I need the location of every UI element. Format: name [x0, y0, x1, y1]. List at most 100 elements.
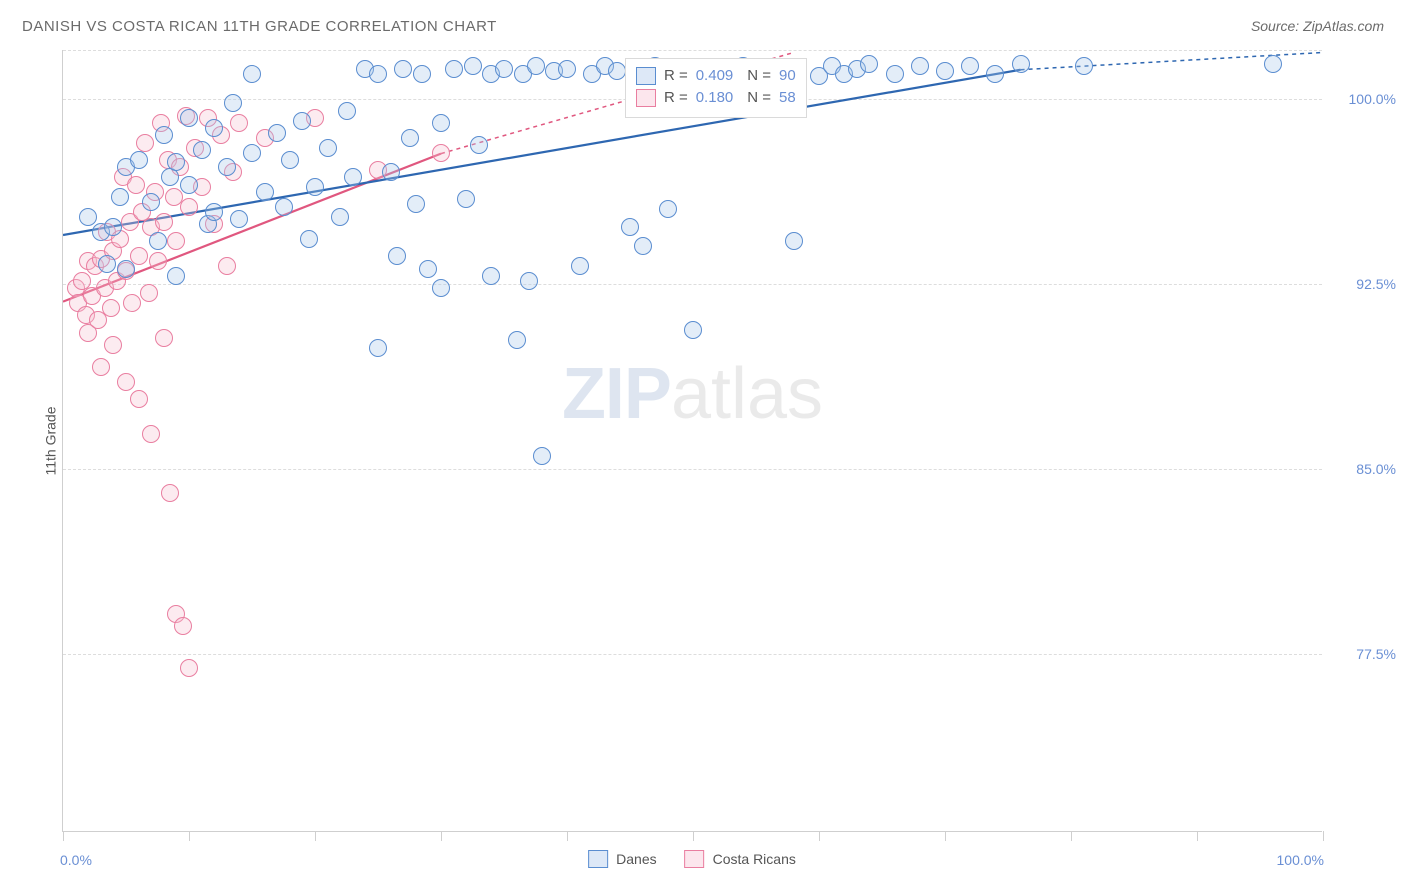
data-point-costa_ricans [218, 257, 236, 275]
data-point-costa_ricans [136, 134, 154, 152]
data-point-danes [130, 151, 148, 169]
data-point-danes [482, 267, 500, 285]
data-point-costa_ricans [167, 232, 185, 250]
data-point-costa_ricans [140, 284, 158, 302]
data-point-danes [936, 62, 954, 80]
legend-item-costa_ricans: Costa Ricans [685, 850, 796, 868]
trend-lines [63, 50, 1323, 832]
data-point-danes [621, 218, 639, 236]
data-point-danes [205, 119, 223, 137]
legend-label: Danes [616, 851, 656, 867]
data-point-costa_ricans [230, 114, 248, 132]
data-point-danes [464, 57, 482, 75]
data-point-costa_ricans [161, 484, 179, 502]
legend: Danes Costa Ricans [588, 850, 796, 868]
data-point-danes [369, 65, 387, 83]
data-point-danes [520, 272, 538, 290]
data-point-danes [117, 260, 135, 278]
stats-n-value: 58 [779, 87, 796, 109]
x-tick [567, 831, 568, 841]
x-tick [1323, 831, 1324, 841]
data-point-danes [961, 57, 979, 75]
gridline [63, 284, 1322, 285]
data-point-danes [193, 141, 211, 159]
data-point-costa_ricans [149, 252, 167, 270]
data-point-danes [1264, 55, 1282, 73]
data-point-danes [986, 65, 1004, 83]
data-point-danes [155, 126, 173, 144]
data-point-danes [243, 65, 261, 83]
data-point-danes [407, 195, 425, 213]
data-point-danes [256, 183, 274, 201]
x-tick [1071, 831, 1072, 841]
data-point-costa_ricans [117, 373, 135, 391]
data-point-danes [533, 447, 551, 465]
data-point-danes [111, 188, 129, 206]
watermark-atlas: atlas [671, 353, 823, 435]
data-point-danes [218, 158, 236, 176]
data-point-danes [457, 190, 475, 208]
stats-r-value: 0.180 [696, 87, 734, 109]
x-tick [1197, 831, 1198, 841]
data-point-danes [281, 151, 299, 169]
data-point-danes [470, 136, 488, 154]
watermark: ZIPatlas [562, 353, 823, 435]
stats-n-label: N = [747, 87, 771, 109]
data-point-danes [293, 112, 311, 130]
data-point-danes [79, 208, 97, 226]
stats-n-label: N = [747, 65, 771, 87]
scatter-plot: ZIPatlas 100.0%92.5%85.0%77.5%R =0.409N … [62, 50, 1322, 832]
legend-item-danes: Danes [588, 850, 656, 868]
x-tick [945, 831, 946, 841]
y-tick-label: 92.5% [1331, 276, 1396, 292]
x-tick [819, 831, 820, 841]
data-point-danes [571, 257, 589, 275]
stats-swatch [636, 89, 656, 107]
y-axis-title: 11th Grade [43, 406, 59, 475]
data-point-danes [886, 65, 904, 83]
y-tick-label: 100.0% [1331, 91, 1396, 107]
legend-swatch [588, 850, 608, 868]
data-point-danes [243, 144, 261, 162]
data-point-danes [344, 168, 362, 186]
gridline [63, 469, 1322, 470]
data-point-danes [180, 109, 198, 127]
data-point-danes [275, 198, 293, 216]
data-point-danes [634, 237, 652, 255]
data-point-danes [300, 230, 318, 248]
data-point-danes [911, 57, 929, 75]
data-point-danes [1012, 55, 1030, 73]
gridline [63, 50, 1322, 51]
data-point-costa_ricans [123, 294, 141, 312]
source-attribution: Source: ZipAtlas.com [1251, 18, 1384, 34]
stats-row-danes: R =0.409N =90 [636, 65, 796, 87]
data-point-danes [98, 255, 116, 273]
stats-row-costa_ricans: R =0.180N =58 [636, 87, 796, 109]
data-point-danes [268, 124, 286, 142]
data-point-danes [306, 178, 324, 196]
stats-swatch [636, 67, 656, 85]
data-point-danes [432, 114, 450, 132]
data-point-costa_ricans [142, 425, 160, 443]
x-tick [693, 831, 694, 841]
data-point-costa_ricans [155, 329, 173, 347]
data-point-danes [445, 60, 463, 78]
data-point-danes [319, 139, 337, 157]
y-tick-label: 77.5% [1331, 646, 1396, 662]
data-point-danes [205, 203, 223, 221]
stats-r-value: 0.409 [696, 65, 734, 87]
data-point-danes [382, 163, 400, 181]
data-point-danes [388, 247, 406, 265]
x-axis-max-label: 100.0% [1277, 852, 1324, 868]
x-tick [189, 831, 190, 841]
data-point-danes [527, 57, 545, 75]
data-point-danes [167, 267, 185, 285]
data-point-danes [432, 279, 450, 297]
data-point-danes [785, 232, 803, 250]
data-point-danes [331, 208, 349, 226]
data-point-danes [860, 55, 878, 73]
data-point-danes [167, 153, 185, 171]
data-point-danes [369, 339, 387, 357]
data-point-danes [394, 60, 412, 78]
data-point-danes [401, 129, 419, 147]
